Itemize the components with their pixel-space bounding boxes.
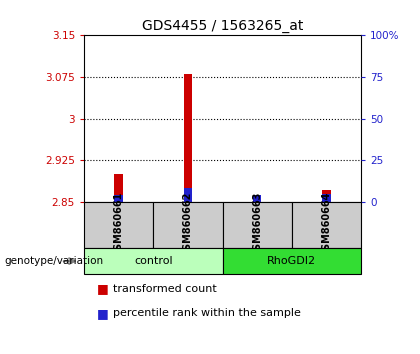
- Bar: [223, 202, 292, 248]
- Bar: [184, 74, 192, 202]
- Bar: [253, 200, 261, 202]
- Text: GSM860661: GSM860661: [114, 192, 123, 257]
- Text: ■: ■: [97, 282, 108, 295]
- Bar: [323, 190, 331, 202]
- Bar: [253, 195, 261, 202]
- Text: GSM860662: GSM860662: [183, 192, 193, 257]
- Bar: [84, 248, 223, 274]
- Text: ■: ■: [97, 307, 108, 320]
- Title: GDS4455 / 1563265_at: GDS4455 / 1563265_at: [142, 19, 303, 33]
- Text: RhoGDI2: RhoGDI2: [268, 256, 316, 266]
- Bar: [153, 202, 223, 248]
- Text: transformed count: transformed count: [113, 284, 217, 293]
- Bar: [184, 188, 192, 202]
- Text: control: control: [134, 256, 173, 266]
- Bar: [292, 202, 361, 248]
- Text: percentile rank within the sample: percentile rank within the sample: [113, 308, 301, 318]
- Text: GSM860663: GSM860663: [252, 192, 262, 257]
- Bar: [115, 174, 123, 202]
- Text: GSM860664: GSM860664: [322, 192, 331, 257]
- Bar: [84, 202, 153, 248]
- Bar: [115, 195, 123, 202]
- Bar: [323, 194, 331, 202]
- Text: genotype/variation: genotype/variation: [4, 256, 103, 266]
- Bar: [223, 248, 361, 274]
